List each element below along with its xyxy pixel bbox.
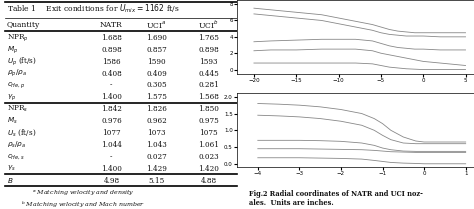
Text: 0.976: 0.976 <box>101 117 122 125</box>
Text: 1.850: 1.850 <box>198 105 219 113</box>
Text: $^b$ Matching velocity and Mach number: $^b$ Matching velocity and Mach number <box>21 199 145 209</box>
Text: $\gamma_s$: $\gamma_s$ <box>7 164 16 173</box>
Text: $U_s$ (ft/s): $U_s$ (ft/s) <box>7 128 36 138</box>
Text: $c_{He,p}$: $c_{He,p}$ <box>7 80 26 91</box>
Text: 1.400: 1.400 <box>101 93 122 101</box>
Text: 1073: 1073 <box>147 129 166 137</box>
Text: 1.765: 1.765 <box>198 34 219 42</box>
Text: 1.575: 1.575 <box>146 93 167 101</box>
Text: NPR$_s$: NPR$_s$ <box>7 104 28 114</box>
Text: 0.409: 0.409 <box>146 70 167 78</box>
Text: $M_p$: $M_p$ <box>7 44 18 56</box>
Text: $c_{He,s}$: $c_{He,s}$ <box>7 152 25 161</box>
Text: $\rho_s/\rho_a$: $\rho_s/\rho_a$ <box>7 140 27 150</box>
Text: 0.027: 0.027 <box>146 153 167 161</box>
Text: 0.962: 0.962 <box>146 117 167 125</box>
Text: Table 1    Exit conditions for $U_{mix} = 1162$ ft/s: Table 1 Exit conditions for $U_{mix} = 1… <box>7 3 180 15</box>
Text: $\gamma_p$: $\gamma_p$ <box>7 92 17 103</box>
Text: NATR: NATR <box>100 20 123 29</box>
Text: 1077: 1077 <box>102 129 121 137</box>
Text: UCI$^b$: UCI$^b$ <box>198 18 219 31</box>
Text: 0.898: 0.898 <box>198 46 219 54</box>
Text: 0.445: 0.445 <box>198 70 219 78</box>
Text: $U_p$ (ft/s): $U_p$ (ft/s) <box>7 55 37 68</box>
Text: 1.061: 1.061 <box>198 141 219 149</box>
Text: 0.305: 0.305 <box>146 82 167 89</box>
Text: 0.857: 0.857 <box>146 46 167 54</box>
Text: NPR$_p$: NPR$_p$ <box>7 32 29 44</box>
Text: $\rho_p/\rho_a$: $\rho_p/\rho_a$ <box>7 68 27 79</box>
Text: 1075: 1075 <box>199 129 218 137</box>
Text: 1.429: 1.429 <box>146 165 167 173</box>
Text: 1.690: 1.690 <box>146 34 167 42</box>
Text: 1.043: 1.043 <box>146 141 167 149</box>
Text: 0.281: 0.281 <box>198 82 219 89</box>
Text: 1590: 1590 <box>147 58 166 66</box>
Text: 1.842: 1.842 <box>101 105 122 113</box>
Text: 4.88: 4.88 <box>201 177 217 185</box>
Text: 0.408: 0.408 <box>101 70 122 78</box>
Text: -: - <box>110 153 113 161</box>
Text: $B$: $B$ <box>7 176 14 185</box>
Text: Quantity: Quantity <box>7 20 40 29</box>
Text: UCI$^a$: UCI$^a$ <box>146 19 166 30</box>
Text: 1593: 1593 <box>199 58 218 66</box>
Text: Fig.2 Radial coordinates of NATR and UCI noz-
ales.  Units are inches.: Fig.2 Radial coordinates of NATR and UCI… <box>249 190 423 207</box>
Text: 1.044: 1.044 <box>101 141 122 149</box>
Text: 1586: 1586 <box>102 58 121 66</box>
Text: $M_s$: $M_s$ <box>7 116 18 126</box>
Text: 1.400: 1.400 <box>101 165 122 173</box>
Text: 1.568: 1.568 <box>198 93 219 101</box>
Text: 1.826: 1.826 <box>146 105 167 113</box>
Text: 1.688: 1.688 <box>101 34 122 42</box>
Text: 0.023: 0.023 <box>198 153 219 161</box>
Text: 0.975: 0.975 <box>198 117 219 125</box>
Text: $^a$ Matching velocity and density: $^a$ Matching velocity and density <box>32 188 134 198</box>
Text: 1.420: 1.420 <box>198 165 219 173</box>
Text: -: - <box>110 82 113 89</box>
Text: 4.98: 4.98 <box>103 177 119 185</box>
Text: 5.15: 5.15 <box>148 177 164 185</box>
Text: 0.898: 0.898 <box>101 46 122 54</box>
